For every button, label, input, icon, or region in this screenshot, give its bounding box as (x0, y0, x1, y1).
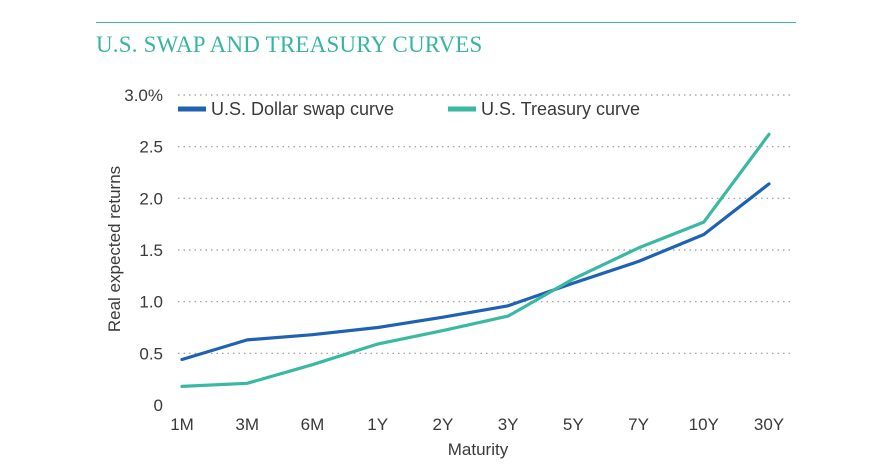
x-tick-label: 6M (301, 415, 325, 434)
x-axis-ticks: 1M 3M 6M 1Y 2Y 3Y 5Y 7Y 10Y 30Y (170, 415, 784, 434)
chart-title: U.S. SWAP AND TREASURY CURVES (96, 32, 483, 57)
x-tick-label: 1M (170, 415, 194, 434)
x-tick-label: 3M (235, 415, 259, 434)
x-tick-label: 1Y (367, 415, 388, 434)
series-line-1 (180, 132, 771, 388)
top-rule (96, 22, 796, 23)
x-tick-label: 10Y (689, 415, 719, 434)
y-tick-label: 1.5 (139, 241, 163, 260)
x-tick-label: 5Y (563, 415, 584, 434)
y-tick-label: 0.5 (139, 344, 163, 363)
y-axis-ticks: 0 0.5 1.0 1.5 2.0 2.5 3.0% (124, 86, 163, 415)
x-tick-label: 2Y (432, 415, 453, 434)
y-tick-label: 3.0% (124, 86, 163, 105)
y-tick-label: 0 (154, 396, 163, 415)
y-tick-label: 2.5 (139, 138, 163, 157)
legend: U.S. Dollar swap curve U.S. Treasury curv… (178, 99, 640, 119)
x-tick-label: 30Y (754, 415, 784, 434)
x-axis-label: Maturity (448, 440, 509, 459)
y-tick-label: 1.0 (139, 293, 163, 312)
legend-entry: U.S. Treasury curve (481, 99, 640, 119)
x-tick-label: 3Y (498, 415, 519, 434)
y-tick-label: 2.0 (139, 189, 163, 208)
legend-entry: U.S. Dollar swap curve (211, 99, 394, 119)
series-line-0 (180, 182, 771, 362)
x-tick-label: 7Y (628, 415, 649, 434)
y-axis-label: Real expected returns (105, 166, 124, 332)
series-lines (180, 132, 771, 388)
